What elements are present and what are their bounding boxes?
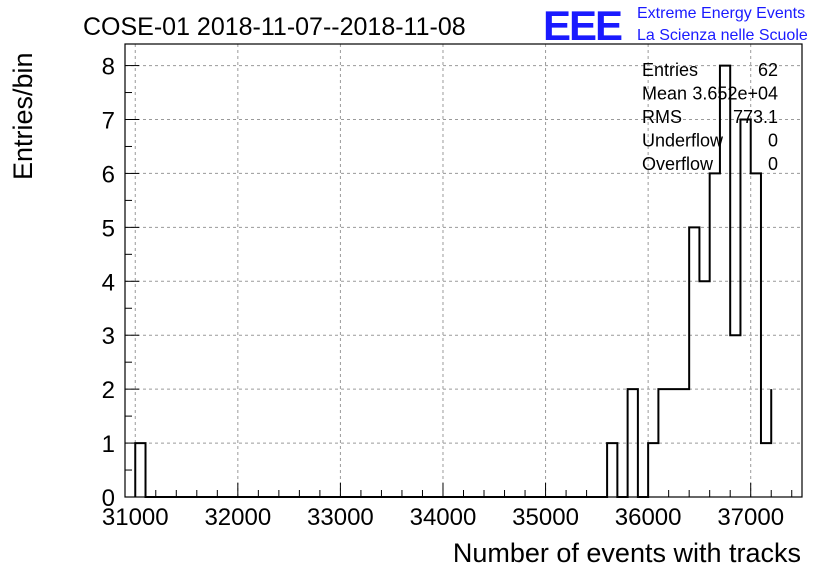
histogram-bin	[730, 335, 740, 497]
x-tick-label: 35000	[512, 504, 579, 531]
y-tick-label: 4	[102, 269, 115, 296]
y-tick-label: 3	[102, 323, 115, 350]
y-tick-label: 7	[102, 108, 115, 135]
stats-box: Entries 62 Mean 3.652e+04 RMS 773.1 Underflow 0…	[642, 60, 778, 174]
logo-line-1: Extreme Energy Events	[637, 5, 805, 22]
stat-value: 3.652e+04	[692, 84, 778, 104]
histogram-bin	[761, 443, 771, 497]
logo-line-2: La Scienza nelle Scuole	[637, 27, 808, 44]
x-axis: 31000 32000 33000 34000 35000 36000 37000	[102, 483, 793, 531]
y-tick-label: 1	[102, 431, 115, 458]
y-axis-label: Entries/bin	[8, 52, 38, 180]
x-tick-label: 32000	[204, 504, 271, 531]
y-tick-label: 2	[102, 377, 115, 404]
stat-label: Entries	[642, 60, 698, 80]
histogram-bin	[740, 120, 750, 498]
y-tick-label: 0	[102, 485, 115, 512]
eee-logo: EEE Extreme Energy Events La Scienza nel…	[543, 2, 808, 49]
histogram-bin	[689, 227, 699, 497]
grid-lines	[125, 44, 802, 497]
stat-label: Underflow	[642, 131, 724, 151]
histogram-bin	[135, 443, 145, 497]
x-axis-label: Number of events with tracks	[453, 538, 801, 568]
histogram-bin	[607, 443, 617, 497]
logo-mark: EEE	[543, 2, 622, 49]
y-tick-label: 6	[102, 161, 115, 188]
stat-value: 773.1	[733, 107, 778, 127]
histogram-bin	[648, 443, 658, 497]
y-axis: 0 1 2 3 4 5 6 7 8	[102, 54, 139, 512]
chart-title: COSE-01 2018-11-07--2018-11-08	[83, 13, 466, 41]
stat-label: Overflow	[642, 154, 714, 174]
stat-value: 0	[768, 154, 778, 174]
x-tick-label: 33000	[307, 504, 374, 531]
x-tick-label: 37000	[717, 504, 784, 531]
stat-value: 62	[758, 60, 778, 80]
stat-label: Mean	[642, 84, 687, 104]
x-tick-label: 31000	[102, 504, 169, 531]
y-tick-label: 5	[102, 215, 115, 242]
stat-value: 0	[768, 131, 778, 151]
plot-frame	[124, 43, 803, 498]
x-tick-label: 34000	[410, 504, 477, 531]
y-tick-label: 8	[102, 54, 115, 81]
x-tick-label: 36000	[615, 504, 682, 531]
stat-label: RMS	[642, 107, 682, 127]
